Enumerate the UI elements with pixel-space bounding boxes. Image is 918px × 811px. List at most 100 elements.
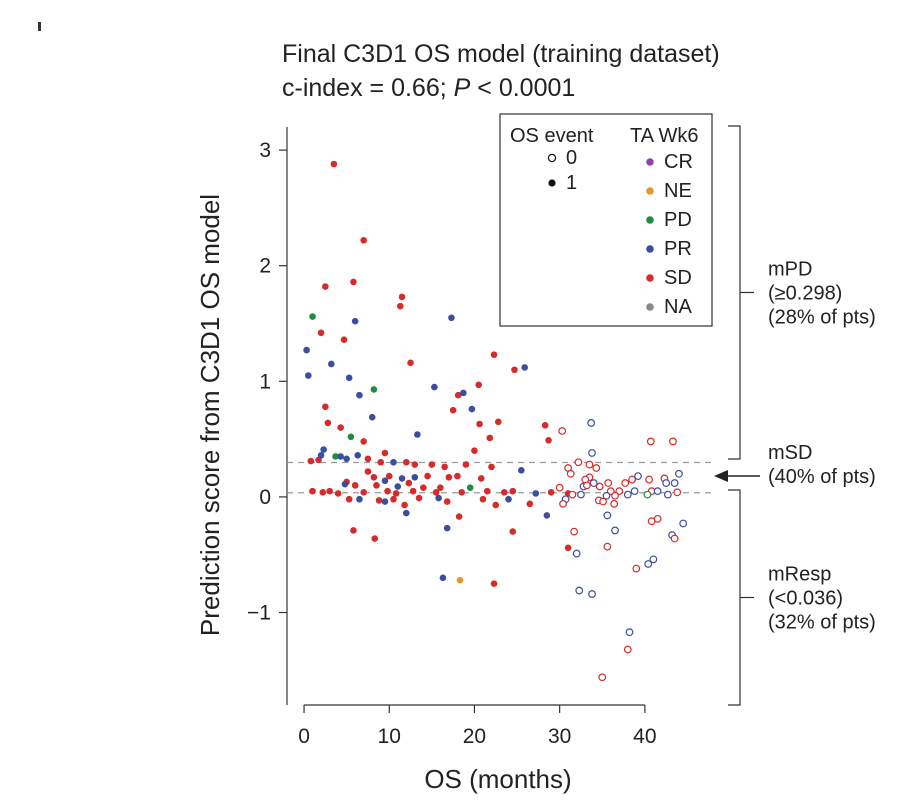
data-point: [570, 527, 579, 536]
data-point: [547, 488, 555, 496]
data-point: [334, 490, 342, 497]
data-point: [663, 490, 672, 499]
data-point: [587, 419, 596, 427]
data-point: [375, 497, 383, 504]
data-point: [394, 483, 402, 490]
data-point: [351, 482, 359, 489]
data-point: [356, 495, 363, 503]
data-point: [679, 519, 688, 528]
data-point: [494, 418, 502, 426]
legend-response-label: NE: [664, 180, 692, 202]
legend-response-marker: [646, 216, 654, 224]
data-point: [309, 487, 316, 495]
data-point: [439, 574, 447, 582]
data-point: [343, 455, 350, 463]
mpd-bracket: [728, 125, 741, 460]
data-point: [317, 329, 325, 337]
data-point: [645, 475, 653, 484]
data-point: [322, 403, 329, 411]
corner-mark: [38, 22, 41, 31]
data-point: [390, 495, 397, 503]
data-point: [505, 495, 512, 503]
mresp-label: (<0.036): [768, 588, 843, 610]
data-point: [555, 483, 564, 492]
data-point: [371, 535, 379, 542]
data-point: [303, 346, 310, 354]
chart-subtitle: c-index = 0.66; P < 0.0001: [282, 74, 575, 102]
data-point: [543, 512, 551, 519]
mpd-label: (28% of pts): [768, 307, 876, 329]
data-point: [595, 482, 604, 491]
data-point: [373, 482, 380, 489]
mresp-bracket: [728, 489, 741, 706]
data-point: [623, 645, 632, 654]
legend-response-label: NA: [664, 296, 692, 318]
chart-title: Final C3D1 OS model (training dataset): [282, 40, 720, 68]
data-point: [673, 488, 682, 497]
data-point: [398, 293, 406, 301]
data-point: [623, 490, 632, 499]
data-point: [603, 542, 612, 551]
data-point: [345, 495, 353, 503]
data-point: [649, 555, 658, 564]
data-point: [625, 628, 634, 637]
data-point: [435, 494, 442, 502]
data-point: [328, 360, 335, 368]
data-point: [585, 460, 594, 469]
data-point: [606, 487, 615, 496]
data-point: [337, 453, 344, 460]
data-point: [385, 472, 393, 480]
data-point: [401, 501, 408, 509]
data-point: [305, 372, 312, 379]
data-point: [356, 391, 363, 399]
data-point: [518, 467, 525, 474]
msd-arrow-head: [714, 470, 728, 482]
mpd-label: (≥0.298): [768, 283, 842, 305]
data-point: [347, 433, 355, 441]
legend-response-label: PD: [664, 209, 692, 231]
x-tick-label: 20: [463, 725, 486, 748]
data-point: [414, 431, 421, 438]
y-tick-label: 0: [259, 486, 271, 509]
data-point: [443, 498, 451, 505]
data-point: [466, 484, 474, 491]
data-point: [420, 484, 427, 491]
data-point: [370, 386, 378, 393]
data-point: [455, 513, 463, 520]
data-point: [564, 544, 572, 552]
data-point: [621, 479, 630, 487]
group-annotations: mPD(≥0.298)(28% of pts) mResp(<0.036)(32%…: [714, 125, 876, 706]
data-point: [492, 501, 500, 509]
legend-response-marker: [646, 274, 654, 282]
data-point: [628, 475, 636, 484]
data-point: [479, 495, 487, 503]
legend-event-label: 0: [566, 147, 577, 169]
legend-response-label: CR: [664, 151, 693, 173]
legend-response-marker: [646, 187, 654, 195]
legend-response-marker: [646, 245, 654, 253]
data-point: [615, 487, 624, 496]
data-point: [432, 488, 440, 496]
data-point: [632, 564, 641, 573]
data-point: [643, 490, 652, 499]
data-points: [303, 160, 688, 682]
data-point: [456, 576, 464, 584]
data-point: [370, 473, 378, 481]
y-tick-label: −1: [247, 602, 271, 625]
data-point: [317, 452, 325, 459]
mresp-label: mResp: [768, 564, 831, 586]
threshold-lines: [287, 461, 713, 494]
data-point: [634, 472, 642, 481]
data-point: [360, 236, 367, 244]
data-point: [670, 534, 679, 543]
legend-event-marker: [547, 153, 557, 163]
data-point: [483, 487, 491, 495]
data-point: [428, 461, 436, 468]
data-point: [381, 449, 389, 457]
data-point: [441, 463, 448, 471]
legend-event-label: 1: [566, 172, 577, 194]
data-point: [384, 487, 391, 495]
data-point: [603, 511, 612, 520]
data-point: [669, 437, 677, 446]
data-point: [675, 469, 683, 478]
